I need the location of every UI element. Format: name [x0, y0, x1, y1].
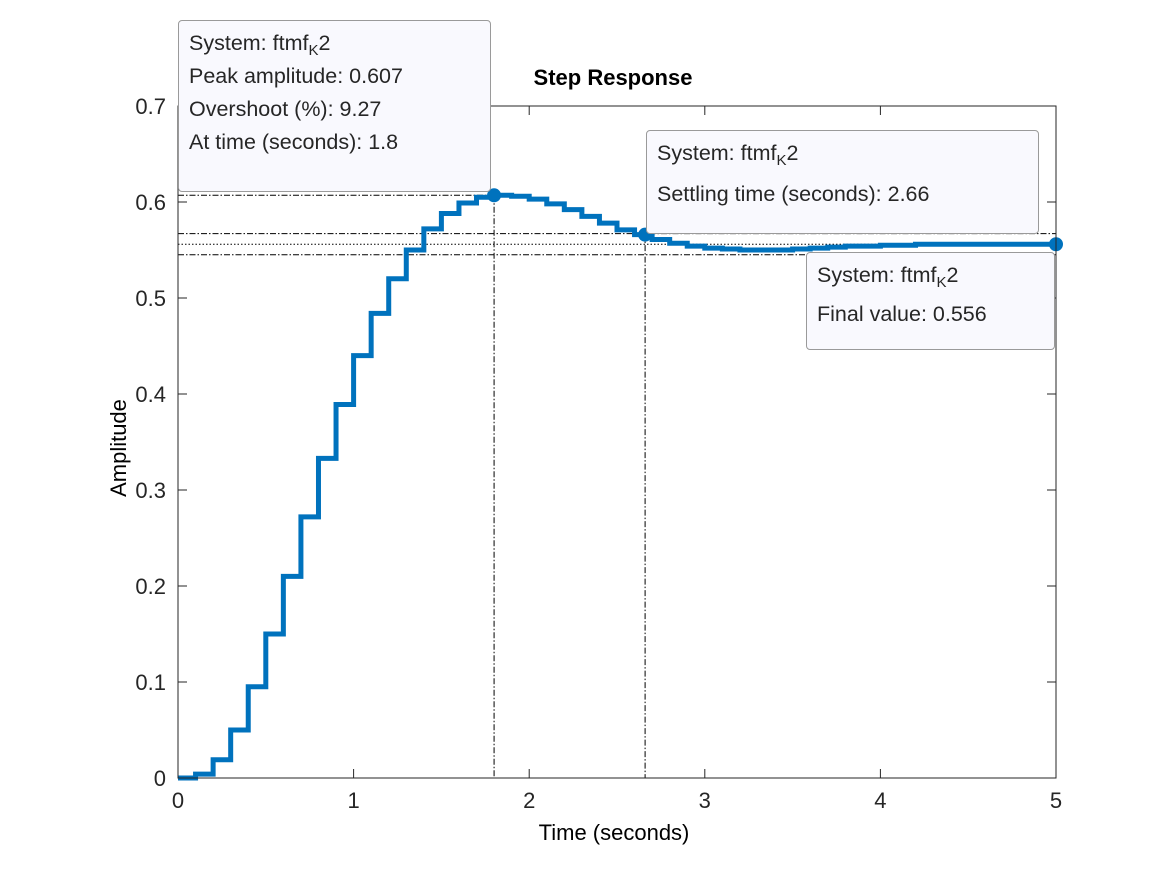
settling-datatip-system: System: ftmfK2 [657, 141, 799, 169]
peak-datatip[interactable]: System: ftmfK2 Peak amplitude: 0.607 Ove… [178, 20, 491, 192]
final-value-datatip[interactable]: System: ftmfK2 Final value: 0.556 [806, 252, 1055, 350]
y-tick-label: 0.2 [135, 574, 166, 599]
settling-datatip[interactable]: System: ftmfK2 Settling time (seconds): … [646, 130, 1039, 234]
step-response-line [178, 192, 1056, 781]
y-tick-label: 0 [154, 766, 166, 791]
x-tick-label: 0 [172, 788, 184, 813]
y-tick-label: 0.5 [135, 286, 166, 311]
y-tick-label: 0.3 [135, 478, 166, 503]
axes-box [177, 105, 1057, 779]
y-tick-label: 0.4 [135, 382, 166, 407]
peak-datatip-time: At time (seconds): 1.8 [189, 130, 399, 154]
final-datatip-value: Final value: 0.556 [817, 302, 987, 326]
y-tick-label: 0.6 [135, 190, 166, 215]
y-axis-label: Amplitude [106, 399, 131, 497]
chart-title: Step Response [534, 65, 693, 90]
x-tick-label: 2 [523, 788, 535, 813]
x-tick-label: 5 [1050, 788, 1062, 813]
x-tick-label: 4 [874, 788, 886, 813]
peak-datatip-overshoot: Overshoot (%): 9.27 [189, 97, 382, 121]
x-tick-label: 3 [699, 788, 711, 813]
y-tick-label: 0.7 [135, 94, 166, 119]
final-datatip-system: System: ftmfK2 [817, 263, 959, 291]
y-tick-labels: 0 0.1 0.2 0.3 0.4 0.5 0.6 0.7 [135, 94, 166, 791]
peak-datatip-system: System: ftmfK2 [189, 31, 331, 59]
peak-datatip-amplitude: Peak amplitude: 0.607 [189, 64, 403, 88]
x-axis-label: Time (seconds) [539, 820, 690, 845]
series-layer [178, 192, 1056, 781]
settling-datatip-time: Settling time (seconds): 2.66 [657, 182, 930, 206]
x-tick-labels: 0 1 2 3 4 5 [172, 788, 1062, 813]
x-tick-label: 1 [347, 788, 359, 813]
y-tick-label: 0.1 [135, 670, 166, 695]
datatip-marker [487, 188, 502, 203]
